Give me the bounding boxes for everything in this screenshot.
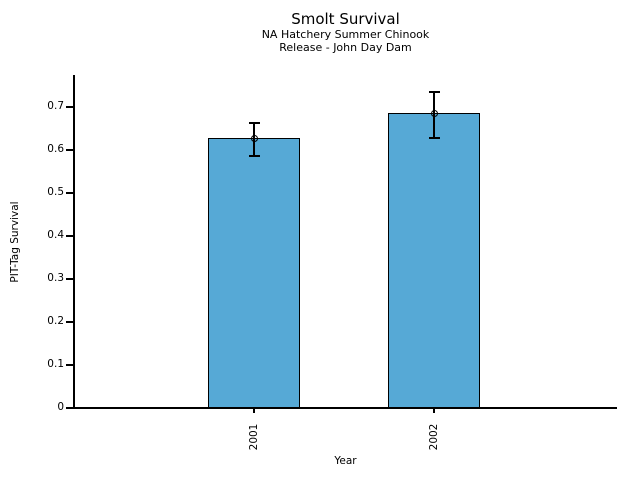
data-point-marker [250,134,258,142]
error-bar-cap-top [428,91,440,93]
y-tick-label: 0.2 [47,315,64,327]
y-tick-label: 0.1 [47,358,64,370]
error-bar-cap-bottom [248,155,260,157]
y-tick-mark [66,149,73,151]
x-axis-line [73,407,617,409]
y-tick-label: 0.5 [47,186,64,198]
error-bar-cap-bottom [428,137,440,139]
chart-title: Smolt Survival [291,10,400,28]
x-tick-mark [433,408,435,413]
y-tick-mark [66,235,73,237]
x-tick-label: 2002 [428,423,440,451]
y-tick-mark [66,407,73,409]
chart-subtitle-line-1: NA Hatchery Summer Chinook [261,28,430,41]
bar-2001 [208,138,300,408]
y-tick-mark [66,192,73,194]
y-tick-label: 0.3 [47,272,64,284]
error-bar-cap-top [248,122,260,124]
x-axis-label: Year [334,455,357,467]
y-tick-mark [66,278,73,280]
y-tick-label: 0.4 [47,229,64,241]
x-tick-mark [253,408,255,413]
y-tick-mark [66,321,73,323]
y-axis-line [73,75,75,409]
chart-header: Smolt Survival NA Hatchery Summer Chinoo… [74,10,617,54]
y-tick-label: 0.6 [47,143,64,155]
y-tick-mark [66,364,73,366]
y-tick-label: 0 [57,401,64,413]
bar-2002 [388,113,480,408]
y-axis-label: PIT-Tag Survival [9,201,21,283]
y-tick-label: 0.7 [47,100,64,112]
chart-subtitle-line-2: Release - John Day Dam [279,41,412,55]
y-tick-mark [66,106,73,108]
data-point-marker [430,109,438,117]
x-tick-label: 2001 [248,423,260,451]
